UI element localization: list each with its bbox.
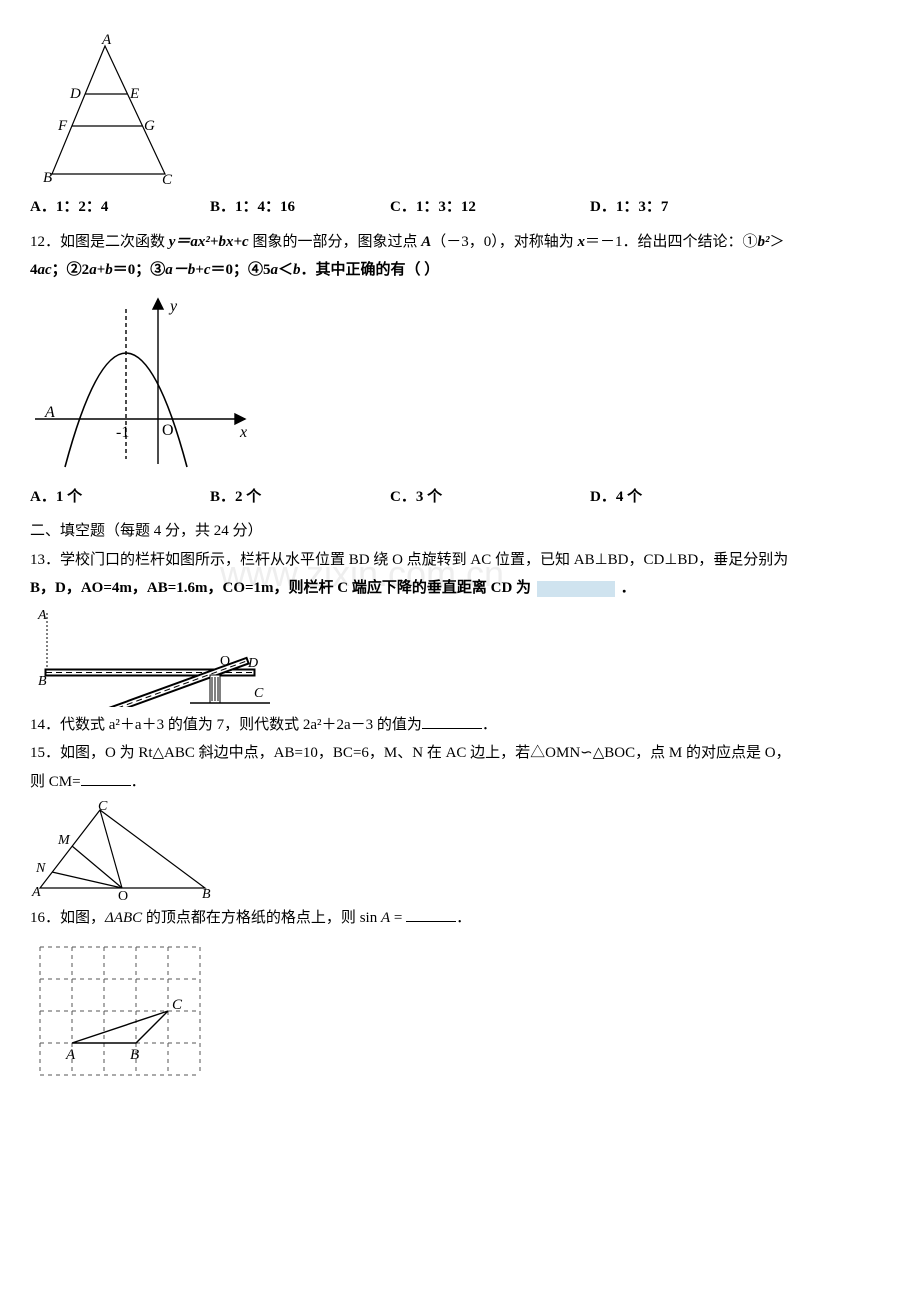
q12-l2-a: a bbox=[89, 262, 97, 278]
q12-figure: x y O -1 A bbox=[30, 289, 890, 479]
q15-figure: A B C M N O bbox=[30, 800, 890, 900]
q16-figure: A B C bbox=[30, 937, 890, 1077]
q12-choice-d: D．4 个 bbox=[590, 483, 770, 512]
svg-text:E: E bbox=[129, 86, 139, 102]
svg-text:N: N bbox=[35, 861, 46, 876]
q14-line: 14．代数式 a²＋a＋3 的值为 7，则代数式 2a²＋2a－3 的值为 ． bbox=[30, 711, 890, 740]
q11-choice-a: A．1：2：4 bbox=[30, 193, 210, 222]
q12-t4: ＝－1．给出四个结论：① bbox=[585, 234, 758, 250]
q13-line2: B，D，AO=4m，AB=1.6m，CO=1m，则栏杆 C 端应下降的垂直距离 … bbox=[30, 574, 890, 603]
svg-text:C: C bbox=[172, 997, 183, 1013]
svg-text:A: A bbox=[31, 885, 41, 900]
q16-blank bbox=[406, 907, 456, 922]
q12-t2: 图象的一部分，图象过点 bbox=[249, 234, 422, 250]
q12-l2-2: ；②2 bbox=[52, 262, 90, 278]
q14-t2: ． bbox=[482, 717, 497, 733]
q12-l2-7: ．其中正确的有（ ） bbox=[301, 262, 440, 278]
q16-sin: sin A bbox=[360, 910, 390, 926]
svg-text:-1: -1 bbox=[116, 424, 129, 441]
q12-l2-b: b bbox=[105, 262, 113, 278]
svg-text:O: O bbox=[162, 422, 174, 439]
q16-tri: ΔABC bbox=[105, 910, 142, 926]
svg-text:O: O bbox=[220, 654, 230, 669]
q12-choices: A．1 个 B．2 个 C．3 个 D．4 个 bbox=[30, 483, 890, 512]
q11-figure: A B C D E F G bbox=[30, 34, 890, 189]
q15-line2: 则 CM= ． bbox=[30, 768, 890, 797]
svg-text:B: B bbox=[38, 674, 47, 689]
svg-text:C: C bbox=[254, 686, 264, 701]
q12-l2-4: ＝0；③ bbox=[113, 262, 166, 278]
svg-text:F: F bbox=[57, 118, 68, 134]
svg-text:B: B bbox=[130, 1047, 139, 1063]
q13-t3: ． bbox=[621, 580, 636, 596]
q12-l2-5: ＝0；④5 bbox=[210, 262, 270, 278]
svg-text:A: A bbox=[101, 34, 112, 48]
q12-l2-a2: a bbox=[271, 262, 279, 278]
svg-text:G: G bbox=[144, 118, 155, 134]
q12-choice-a: A．1 个 bbox=[30, 483, 210, 512]
q15-line1: 15．如图，O 为 Rt△ABC 斜边中点，AB=10，BC=6，M、N 在 A… bbox=[30, 739, 890, 768]
q14-blank bbox=[422, 714, 482, 729]
svg-text:M: M bbox=[57, 833, 71, 848]
q12-t1: 12．如图是二次函数 bbox=[30, 234, 169, 250]
q12-choice-b: B．2 个 bbox=[210, 483, 390, 512]
q12-b2: b² bbox=[758, 234, 770, 250]
q12-A: A bbox=[421, 234, 431, 250]
q15-t3: ． bbox=[131, 774, 146, 790]
svg-text:y: y bbox=[168, 298, 178, 315]
q15-t2: 则 CM= bbox=[30, 774, 81, 790]
q12-t3: （－3，0），对称轴为 bbox=[431, 234, 577, 250]
q11-choices: A．1：2：4 B．1：4：16 C．1：3：12 D．1：3：7 bbox=[30, 193, 890, 222]
svg-text:B: B bbox=[202, 887, 211, 900]
q16-t4: ． bbox=[456, 910, 471, 926]
svg-text:D: D bbox=[69, 86, 81, 102]
q13-figure: A B O D C bbox=[30, 607, 890, 707]
q11-choice-d: D．1：3：7 bbox=[590, 193, 770, 222]
q11-choice-b: B．1：4：16 bbox=[210, 193, 390, 222]
svg-text:A: A bbox=[44, 404, 55, 421]
q12-l2-ac: ac bbox=[38, 262, 52, 278]
q12-l2-3: + bbox=[97, 262, 106, 278]
section2-heading: 二、填空题（每题 4 分，共 24 分） bbox=[30, 517, 890, 546]
q12-formula: y＝ax²+bx+c bbox=[169, 234, 249, 250]
q12-t5: ＞ bbox=[770, 234, 785, 250]
svg-text:C: C bbox=[98, 800, 108, 814]
q13-line1: 13．学校门口的栏杆如图所示，栏杆从水平位置 BD 绕 O 点旋转到 AC 位置… bbox=[30, 546, 890, 575]
q12-l2-1: 4 bbox=[30, 262, 38, 278]
svg-text:C: C bbox=[162, 172, 173, 188]
q12-l2-b2b: b bbox=[293, 262, 301, 278]
svg-text:A: A bbox=[65, 1047, 76, 1063]
q15-blank bbox=[81, 771, 131, 786]
q16-line: 16．如图，ΔABC 的顶点都在方格纸的格点上，则 sin A = ． bbox=[30, 904, 890, 933]
q12-l2-6: ＜ bbox=[278, 262, 293, 278]
q16-t2: 的顶点都在方格纸的格点上，则 bbox=[142, 910, 360, 926]
q12-stem-line2: 4ac；②2a+b＝0；③a－b+c＝0；④5a＜b．其中正确的有（ ） bbox=[30, 256, 890, 285]
q12-stem: 12．如图是二次函数 y＝ax²+bx+c 图象的一部分，图象过点 A（－3，0… bbox=[30, 228, 890, 257]
q12-l2-abc: a－b+c bbox=[165, 262, 210, 278]
q16-t3: = bbox=[390, 910, 406, 926]
svg-text:x: x bbox=[239, 424, 247, 441]
q16-t1: 16．如图， bbox=[30, 910, 105, 926]
svg-text:B: B bbox=[43, 170, 52, 186]
q12-x: x bbox=[577, 234, 585, 250]
q11-choice-c: C．1：3：12 bbox=[390, 193, 590, 222]
svg-text:D: D bbox=[247, 656, 258, 671]
q13-t2: B，D，AO=4m，AB=1.6m，CO=1m，则栏杆 C 端应下降的垂直距离 … bbox=[30, 580, 531, 596]
q12-choice-c: C．3 个 bbox=[390, 483, 590, 512]
q14-t1: 14．代数式 a²＋a＋3 的值为 7，则代数式 2a²＋2a－3 的值为 bbox=[30, 717, 422, 733]
svg-text:O: O bbox=[118, 889, 128, 900]
svg-text:A: A bbox=[37, 608, 47, 623]
q13-blank bbox=[537, 581, 615, 597]
